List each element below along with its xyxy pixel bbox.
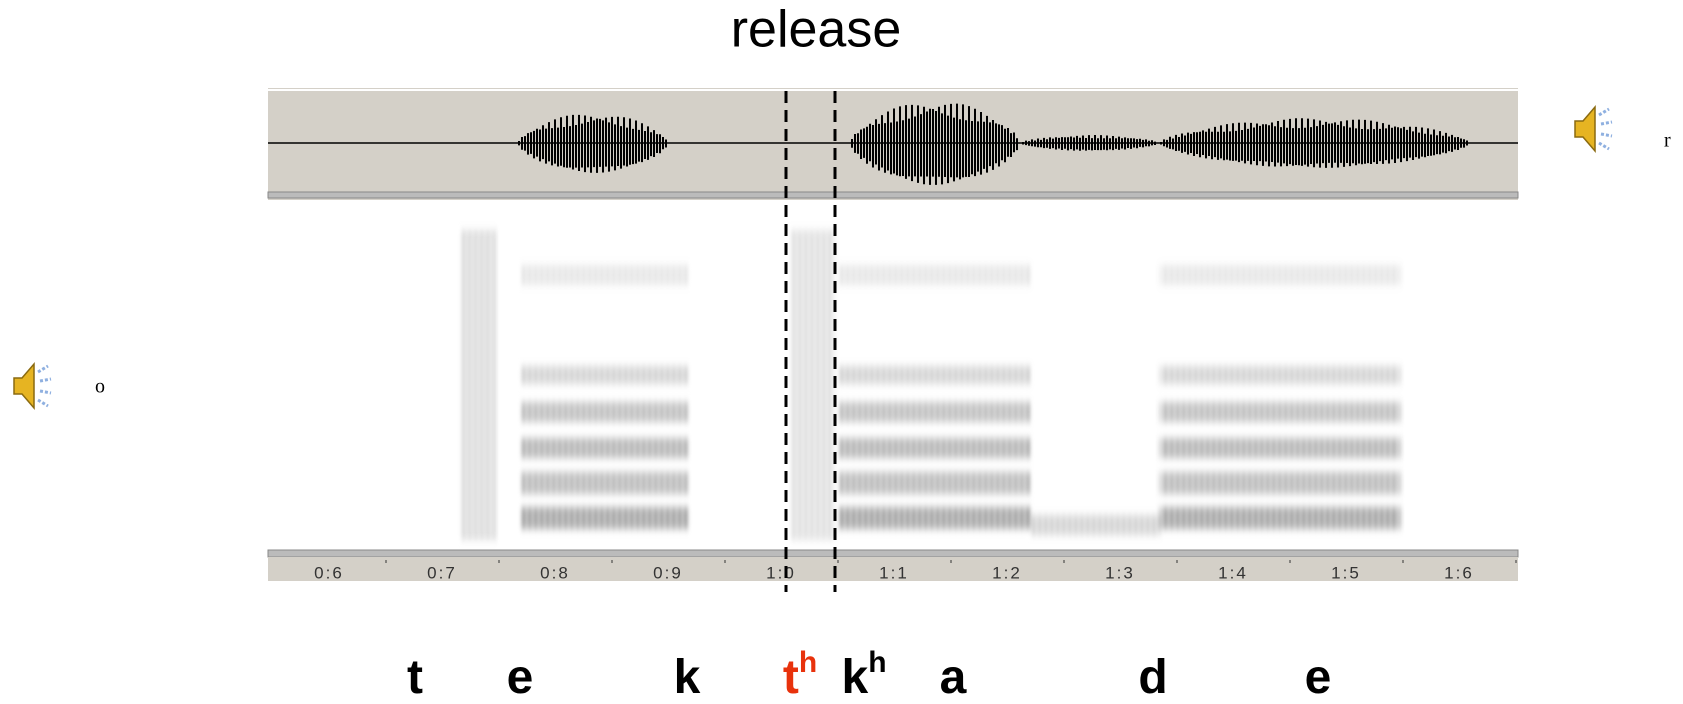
phoneme-text: t <box>783 651 799 699</box>
formant-band <box>1160 265 1400 285</box>
time-tick-label: 0:7 <box>427 563 457 582</box>
time-tick-label: 0:8 <box>540 563 570 582</box>
time-axis <box>268 557 1518 581</box>
phoneme: kh <box>841 646 886 699</box>
phoneme-text: d <box>1138 651 1167 699</box>
formant-band <box>520 402 690 422</box>
phoneme: e <box>507 651 534 699</box>
phoneme-text: t <box>407 651 423 699</box>
audio-label: o <box>95 376 105 398</box>
formant-band <box>520 507 690 529</box>
phoneme-text: k <box>674 651 701 699</box>
time-tick-label: 1:5 <box>1331 563 1361 582</box>
formant-band <box>1160 507 1400 529</box>
voicing-bar <box>1030 515 1160 535</box>
time-tick-label: 1:4 <box>1218 563 1248 582</box>
phoneme: e <box>1305 651 1332 699</box>
waveform-trace <box>518 103 1468 185</box>
speaker-icon[interactable] <box>12 362 53 410</box>
spectrogram <box>460 230 1400 540</box>
phoneme-superscript: h <box>799 646 817 679</box>
audio-label: r <box>1664 130 1671 152</box>
phoneme-text: k <box>841 651 868 699</box>
phoneme: t <box>407 651 423 699</box>
time-tick-label: 0:9 <box>653 563 683 582</box>
time-tick-label: 1:2 <box>992 563 1022 582</box>
formant-band <box>520 438 690 458</box>
formant-band <box>838 507 1030 529</box>
formant-band <box>1160 438 1400 458</box>
formant-band <box>838 402 1030 422</box>
phoneme-superscript: h <box>868 646 886 679</box>
phoneme: d <box>1138 651 1167 699</box>
time-tick-label: 1:1 <box>879 563 909 582</box>
formant-band <box>520 472 690 494</box>
formant-band <box>520 265 690 285</box>
formant-band <box>838 366 1030 384</box>
time-tick-label: 0:6 <box>314 563 344 582</box>
formant-band <box>1160 366 1400 384</box>
phoneme-text: e <box>507 651 534 699</box>
phoneme: k <box>674 651 701 699</box>
waveform <box>518 103 1468 185</box>
time-tick-label: 1:3 <box>1105 563 1135 582</box>
phoneme-text: e <box>1305 651 1332 699</box>
formant-band <box>1160 472 1400 494</box>
speaker-icon[interactable] <box>1573 105 1614 153</box>
burst <box>790 230 835 540</box>
phoneme: a <box>940 651 967 699</box>
formant-band <box>520 366 690 384</box>
formant-band <box>838 438 1030 458</box>
formant-band <box>838 265 1030 285</box>
time-tick-label: 1:0 <box>766 563 796 582</box>
panel-separator <box>267 549 1519 558</box>
panel-separator <box>267 191 1519 199</box>
burst <box>460 230 495 540</box>
time-tick-label: 1:6 <box>1444 563 1474 582</box>
title: release <box>731 1 902 59</box>
formant-band <box>1160 402 1400 422</box>
phoneme-text: a <box>940 651 967 699</box>
phoneme: th <box>783 646 817 699</box>
formant-band <box>838 472 1030 494</box>
